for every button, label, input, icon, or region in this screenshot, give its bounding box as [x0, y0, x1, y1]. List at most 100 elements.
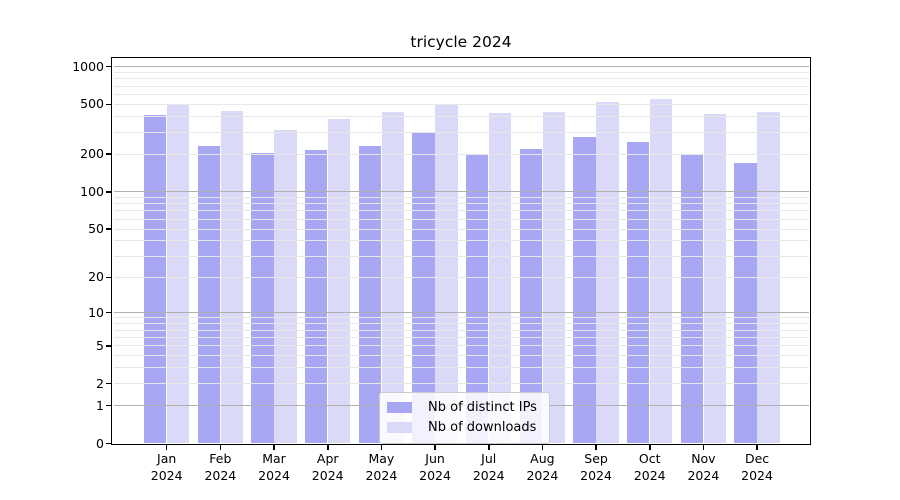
x-tick-mark: [434, 445, 436, 450]
y-gridline-minor: [113, 93, 809, 95]
y-tick-mark: [105, 153, 112, 155]
y-tick-mark: [105, 311, 112, 314]
y-gridline-major: [113, 66, 809, 68]
y-tick-mark: [105, 404, 112, 407]
x-tick-label: Jan 2024: [137, 450, 197, 484]
legend-swatch-downloads-icon: [387, 422, 412, 433]
y-gridline-minor: [113, 85, 809, 87]
x-tick-label: Oct 2024: [620, 450, 680, 484]
legend-row-distinct-ips: Nb of distinct IPs: [387, 400, 537, 415]
bar-nb-of-downloads: [274, 129, 297, 444]
legend: Nb of distinct IPs Nb of downloads: [379, 392, 550, 444]
x-tick-mark: [219, 445, 222, 450]
x-tick-label-line: Apr: [316, 451, 339, 466]
y-tick-mark: [105, 382, 112, 385]
x-tick-label-line: Aug: [530, 451, 555, 466]
y-tick-label: 1: [96, 397, 104, 413]
bar-nb-of-distinct-ips: [466, 153, 489, 444]
x-tick-label: May 2024: [351, 450, 411, 484]
bar-nb-of-distinct-ips: [144, 115, 167, 444]
x-tick-label: Sep 2024: [566, 450, 626, 484]
bar-nb-of-downloads: [703, 114, 726, 444]
x-tick-mark: [595, 445, 597, 450]
x-tick-label-line: Jun: [425, 451, 445, 466]
x-tick-label: Apr 2024: [298, 450, 358, 484]
y-tick-label: 100: [80, 183, 104, 199]
y-tick-mark: [105, 344, 112, 347]
x-tick-label: Aug 2024: [512, 450, 572, 484]
y-gridline-minor: [113, 78, 809, 80]
x-tick-label-line: 2024: [741, 468, 773, 483]
y-tick-label: 0: [96, 435, 104, 451]
bar-nb-of-downloads: [596, 102, 619, 444]
x-tick-mark: [487, 445, 490, 450]
x-tick-mark: [380, 445, 383, 450]
bar-nb-of-distinct-ips: [358, 145, 381, 444]
legend-label-distinct-ips: Nb of distinct IPs: [428, 400, 537, 415]
bar-nb-of-distinct-ips: [573, 136, 596, 444]
x-tick-label-line: 2024: [150, 468, 183, 483]
bar-nb-of-distinct-ips: [627, 141, 650, 444]
x-tick-label-line: 2024: [419, 468, 451, 483]
y-tick-mark: [105, 442, 112, 445]
x-tick-label: Nov 2024: [673, 450, 733, 484]
x-tick-label-line: 2024: [526, 468, 559, 483]
x-tick-label: Mar 2024: [244, 450, 304, 484]
y-tick-mark: [105, 228, 112, 230]
x-tick-label: Dec 2024: [727, 450, 787, 484]
y-tick-label: 500: [80, 96, 104, 112]
x-tick-mark: [702, 445, 705, 450]
x-tick-label: Jun 2024: [405, 450, 465, 484]
y-tick-label: 2: [96, 375, 104, 391]
legend-swatch-distinct-ips-icon: [387, 402, 412, 413]
x-tick-label: Jul 2024: [459, 450, 519, 484]
bar-nb-of-downloads: [167, 103, 190, 444]
bar-nb-of-downloads: [220, 110, 243, 444]
bar-nb-of-distinct-ips: [197, 146, 220, 444]
x-tick-mark: [756, 445, 758, 450]
bar-nb-of-distinct-ips: [305, 150, 328, 444]
x-tick-label-line: 2024: [633, 468, 666, 483]
x-tick-label-line: 2024: [204, 468, 237, 483]
y-tick-label: 5: [96, 337, 104, 353]
bar-nb-of-downloads: [435, 104, 458, 444]
bar-nb-of-downloads: [489, 113, 512, 444]
y-tick-label: 200: [80, 146, 104, 162]
y-tick-mark: [105, 276, 112, 279]
y-tick-label: 1000: [72, 58, 104, 74]
bar-nb-of-distinct-ips: [734, 163, 757, 444]
x-tick-mark: [165, 445, 168, 450]
x-tick-label-line: Dec: [744, 451, 770, 466]
legend-row-downloads: Nb of downloads: [387, 420, 537, 435]
bar-nb-of-downloads: [650, 98, 673, 444]
x-tick-label-line: May: [368, 451, 395, 466]
y-gridline-minor: [113, 103, 809, 105]
x-tick-label-line: Jul: [481, 451, 497, 466]
x-tick-label-line: Feb: [209, 451, 232, 466]
bar-nb-of-downloads: [757, 111, 780, 444]
y-tick-label: 50: [88, 221, 104, 237]
x-tick-mark: [273, 445, 275, 450]
bar-nb-of-distinct-ips: [680, 154, 703, 444]
x-tick-label: Feb 2024: [190, 450, 250, 484]
x-tick-label-line: Nov: [691, 451, 716, 466]
x-tick-label-line: 2024: [365, 468, 398, 483]
y-tick-label: 10: [88, 304, 104, 320]
x-tick-label-line: Sep: [584, 451, 608, 466]
bar-nb-of-distinct-ips: [251, 153, 274, 444]
bar-nb-of-distinct-ips: [412, 131, 435, 444]
x-tick-label-line: Oct: [638, 451, 661, 466]
x-tick-label-line: 2024: [580, 468, 612, 483]
y-tick-mark: [105, 65, 112, 68]
x-tick-label-line: 2024: [311, 468, 344, 483]
x-tick-mark: [326, 445, 329, 450]
x-tick-label-line: Mar: [262, 451, 286, 466]
x-tick-label-line: 2024: [472, 468, 505, 483]
bar-nb-of-distinct-ips: [519, 148, 542, 444]
x-tick-mark: [648, 445, 651, 450]
y-tick-label: 20: [88, 269, 104, 285]
y-gridline-minor: [113, 71, 809, 73]
y-tick-mark: [105, 190, 112, 193]
legend-label-downloads: Nb of downloads: [428, 420, 537, 435]
